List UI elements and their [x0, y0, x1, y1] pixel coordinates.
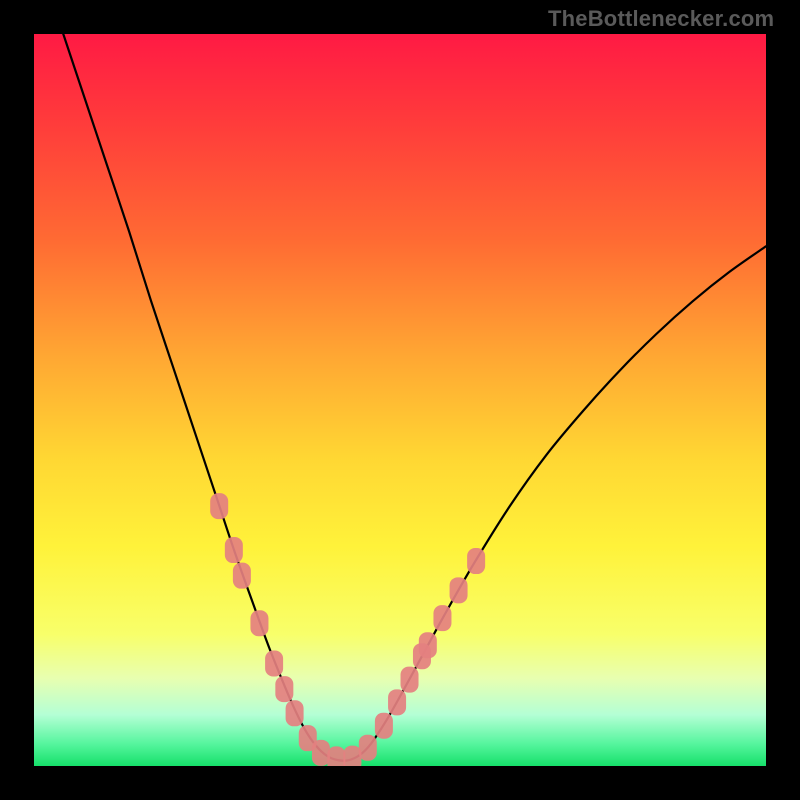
curve-marker-right-6 [419, 632, 437, 658]
curve-marker-right-8 [450, 577, 468, 603]
curve-marker-right-2 [375, 713, 393, 739]
curve-marker-left-1 [225, 537, 243, 563]
curve-marker-left-3 [250, 610, 268, 636]
curve-marker-left-9 [327, 746, 345, 772]
curve-marker-left-0 [210, 493, 228, 519]
curve-marker-right-0 [343, 746, 361, 772]
curve-marker-right-1 [359, 735, 377, 761]
curve-marker-left-8 [312, 740, 330, 766]
curve-marker-left-4 [265, 651, 283, 677]
curve-marker-left-2 [233, 563, 251, 589]
curve-marker-right-7 [433, 605, 451, 631]
curve-marker-left-5 [275, 676, 293, 702]
curve-marker-right-3 [388, 689, 406, 715]
curve-marker-left-6 [286, 700, 304, 726]
curve-marker-right-9 [467, 548, 485, 574]
curve-marker-right-4 [401, 667, 419, 693]
curve-layer [0, 0, 800, 800]
